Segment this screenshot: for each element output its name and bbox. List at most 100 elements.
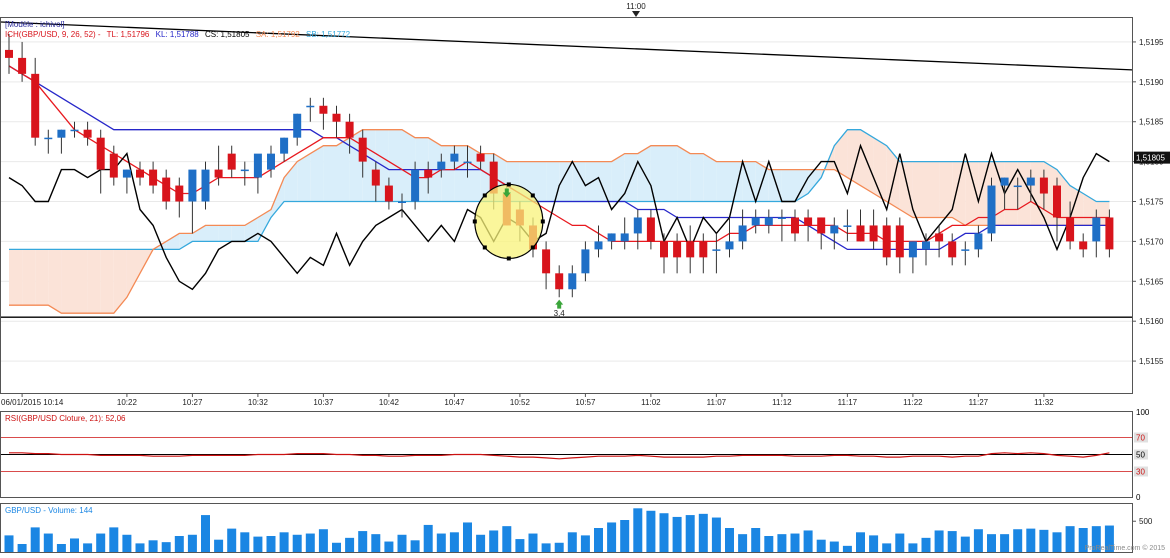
candlestick-series[interactable]: [5, 33, 1114, 298]
time-marker-arrow-icon[interactable]: [632, 11, 640, 17]
candle-body[interactable]: [712, 249, 721, 251]
volume-bar[interactable]: [646, 510, 656, 552]
volume-bar[interactable]: [594, 528, 603, 552]
volume-bar[interactable]: [528, 533, 538, 552]
volume-bar[interactable]: [1026, 528, 1036, 552]
candle-body[interactable]: [987, 185, 996, 234]
candle-body[interactable]: [843, 225, 852, 227]
candle-body[interactable]: [961, 249, 970, 251]
volume-bar[interactable]: [17, 544, 27, 552]
volume-bar[interactable]: [43, 533, 53, 552]
candle-body[interactable]: [122, 169, 131, 178]
candle-body[interactable]: [725, 241, 734, 250]
volume-bar[interactable]: [397, 534, 407, 552]
volume-bar[interactable]: [279, 532, 289, 552]
candle-body[interactable]: [1039, 177, 1048, 194]
candle-body[interactable]: [555, 273, 564, 290]
candle-body[interactable]: [345, 121, 354, 138]
volume-bar[interactable]: [96, 533, 106, 552]
volume-bar[interactable]: [934, 530, 944, 552]
candle-body[interactable]: [96, 137, 105, 170]
selection-handle[interactable]: [472, 219, 477, 224]
time-x-axis[interactable]: 06/01/2015 10:14 10:22 10:27 10:32 10:37 10:4…: [1, 393, 1054, 407]
volume-bar[interactable]: [502, 526, 512, 552]
ichimoku-legend[interactable]: ICH(GBP/USD, 9, 26, 52) - TL: 1,51796 KL…: [5, 30, 354, 39]
candle-body[interactable]: [109, 153, 118, 178]
volume-bar[interactable]: [620, 520, 630, 552]
volume-bar[interactable]: [777, 534, 787, 552]
volume-bar[interactable]: [698, 513, 708, 552]
volume-bar[interactable]: [449, 532, 459, 552]
candle-body[interactable]: [738, 225, 747, 242]
volume-bar[interactable]: [829, 541, 839, 552]
volume-bar[interactable]: [135, 543, 145, 552]
candle-body[interactable]: [620, 233, 629, 242]
volume-bar[interactable]: [803, 530, 813, 552]
candle-body[interactable]: [660, 241, 668, 258]
volume-bar[interactable]: [1104, 525, 1114, 552]
volume-bar[interactable]: [685, 515, 695, 552]
candle-body[interactable]: [935, 233, 944, 242]
rsi-panel[interactable]: 100 70 50 30 0: [1, 407, 1150, 502]
candle-body[interactable]: [253, 153, 262, 178]
volume-bar[interactable]: [384, 541, 394, 552]
candle-body[interactable]: [1013, 185, 1022, 188]
volume-bar[interactable]: [816, 539, 826, 552]
candle-body[interactable]: [214, 169, 223, 178]
candle-body[interactable]: [1079, 241, 1088, 250]
candle-body[interactable]: [673, 241, 682, 258]
volume-bar[interactable]: [345, 537, 355, 552]
volume-bar[interactable]: [1052, 532, 1062, 552]
volume-bar[interactable]: [1039, 529, 1049, 552]
selection-handle[interactable]: [482, 245, 487, 250]
volume-panel[interactable]: 500: [4, 508, 1153, 552]
volume-bar[interactable]: [908, 543, 918, 552]
volume-bar[interactable]: [161, 542, 171, 552]
volume-bar[interactable]: [541, 543, 551, 552]
volume-bar[interactable]: [515, 539, 525, 552]
volume-bar[interactable]: [266, 536, 276, 552]
volume-bar[interactable]: [895, 533, 905, 552]
volume-bar[interactable]: [1013, 529, 1023, 552]
candle-body[interactable]: [411, 169, 420, 202]
volume-legend[interactable]: GBP/USD - Volume: 144: [5, 506, 97, 515]
candle-body[interactable]: [856, 225, 865, 242]
candle-body[interactable]: [227, 153, 236, 170]
volume-bar[interactable]: [187, 534, 197, 552]
volume-bar[interactable]: [764, 536, 774, 552]
candle-body[interactable]: [1000, 177, 1009, 186]
candle-body[interactable]: [594, 241, 603, 250]
candle-body[interactable]: [57, 129, 66, 138]
candle-body[interactable]: [974, 233, 983, 250]
candle-body[interactable]: [136, 169, 144, 178]
candle-body[interactable]: [18, 57, 27, 74]
candle-body[interactable]: [83, 129, 92, 138]
volume-bar[interactable]: [567, 532, 577, 552]
volume-bar[interactable]: [672, 516, 682, 552]
candle-body[interactable]: [476, 153, 485, 162]
volume-bar[interactable]: [790, 533, 800, 552]
candle-body[interactable]: [450, 153, 459, 162]
candle-body[interactable]: [646, 217, 655, 242]
candle-body[interactable]: [463, 161, 472, 164]
volume-bar[interactable]: [738, 534, 748, 552]
candle-body[interactable]: [293, 113, 302, 138]
candle-body[interactable]: [791, 217, 799, 234]
candle-body[interactable]: [201, 169, 210, 202]
volume-bar[interactable]: [711, 517, 721, 552]
volume-bar[interactable]: [214, 539, 224, 552]
candle-body[interactable]: [332, 113, 341, 122]
volume-bar[interactable]: [4, 535, 14, 552]
candle-body[interactable]: [751, 217, 760, 226]
volume-bar[interactable]: [960, 536, 970, 552]
candle-body[interactable]: [568, 273, 577, 290]
price-y-axis[interactable]: 1,51951,51901,51851,51801,51751,51701,51…: [1132, 38, 1170, 366]
volume-bar[interactable]: [659, 513, 669, 552]
volume-bar[interactable]: [580, 535, 590, 552]
volume-bar[interactable]: [973, 529, 983, 552]
rsi-legend[interactable]: RSI(GBP/USD Cloture, 21): 52,06: [5, 414, 130, 423]
candle-body[interactable]: [869, 225, 878, 242]
candle-body[interactable]: [44, 137, 53, 140]
selection-handle[interactable]: [506, 182, 511, 187]
